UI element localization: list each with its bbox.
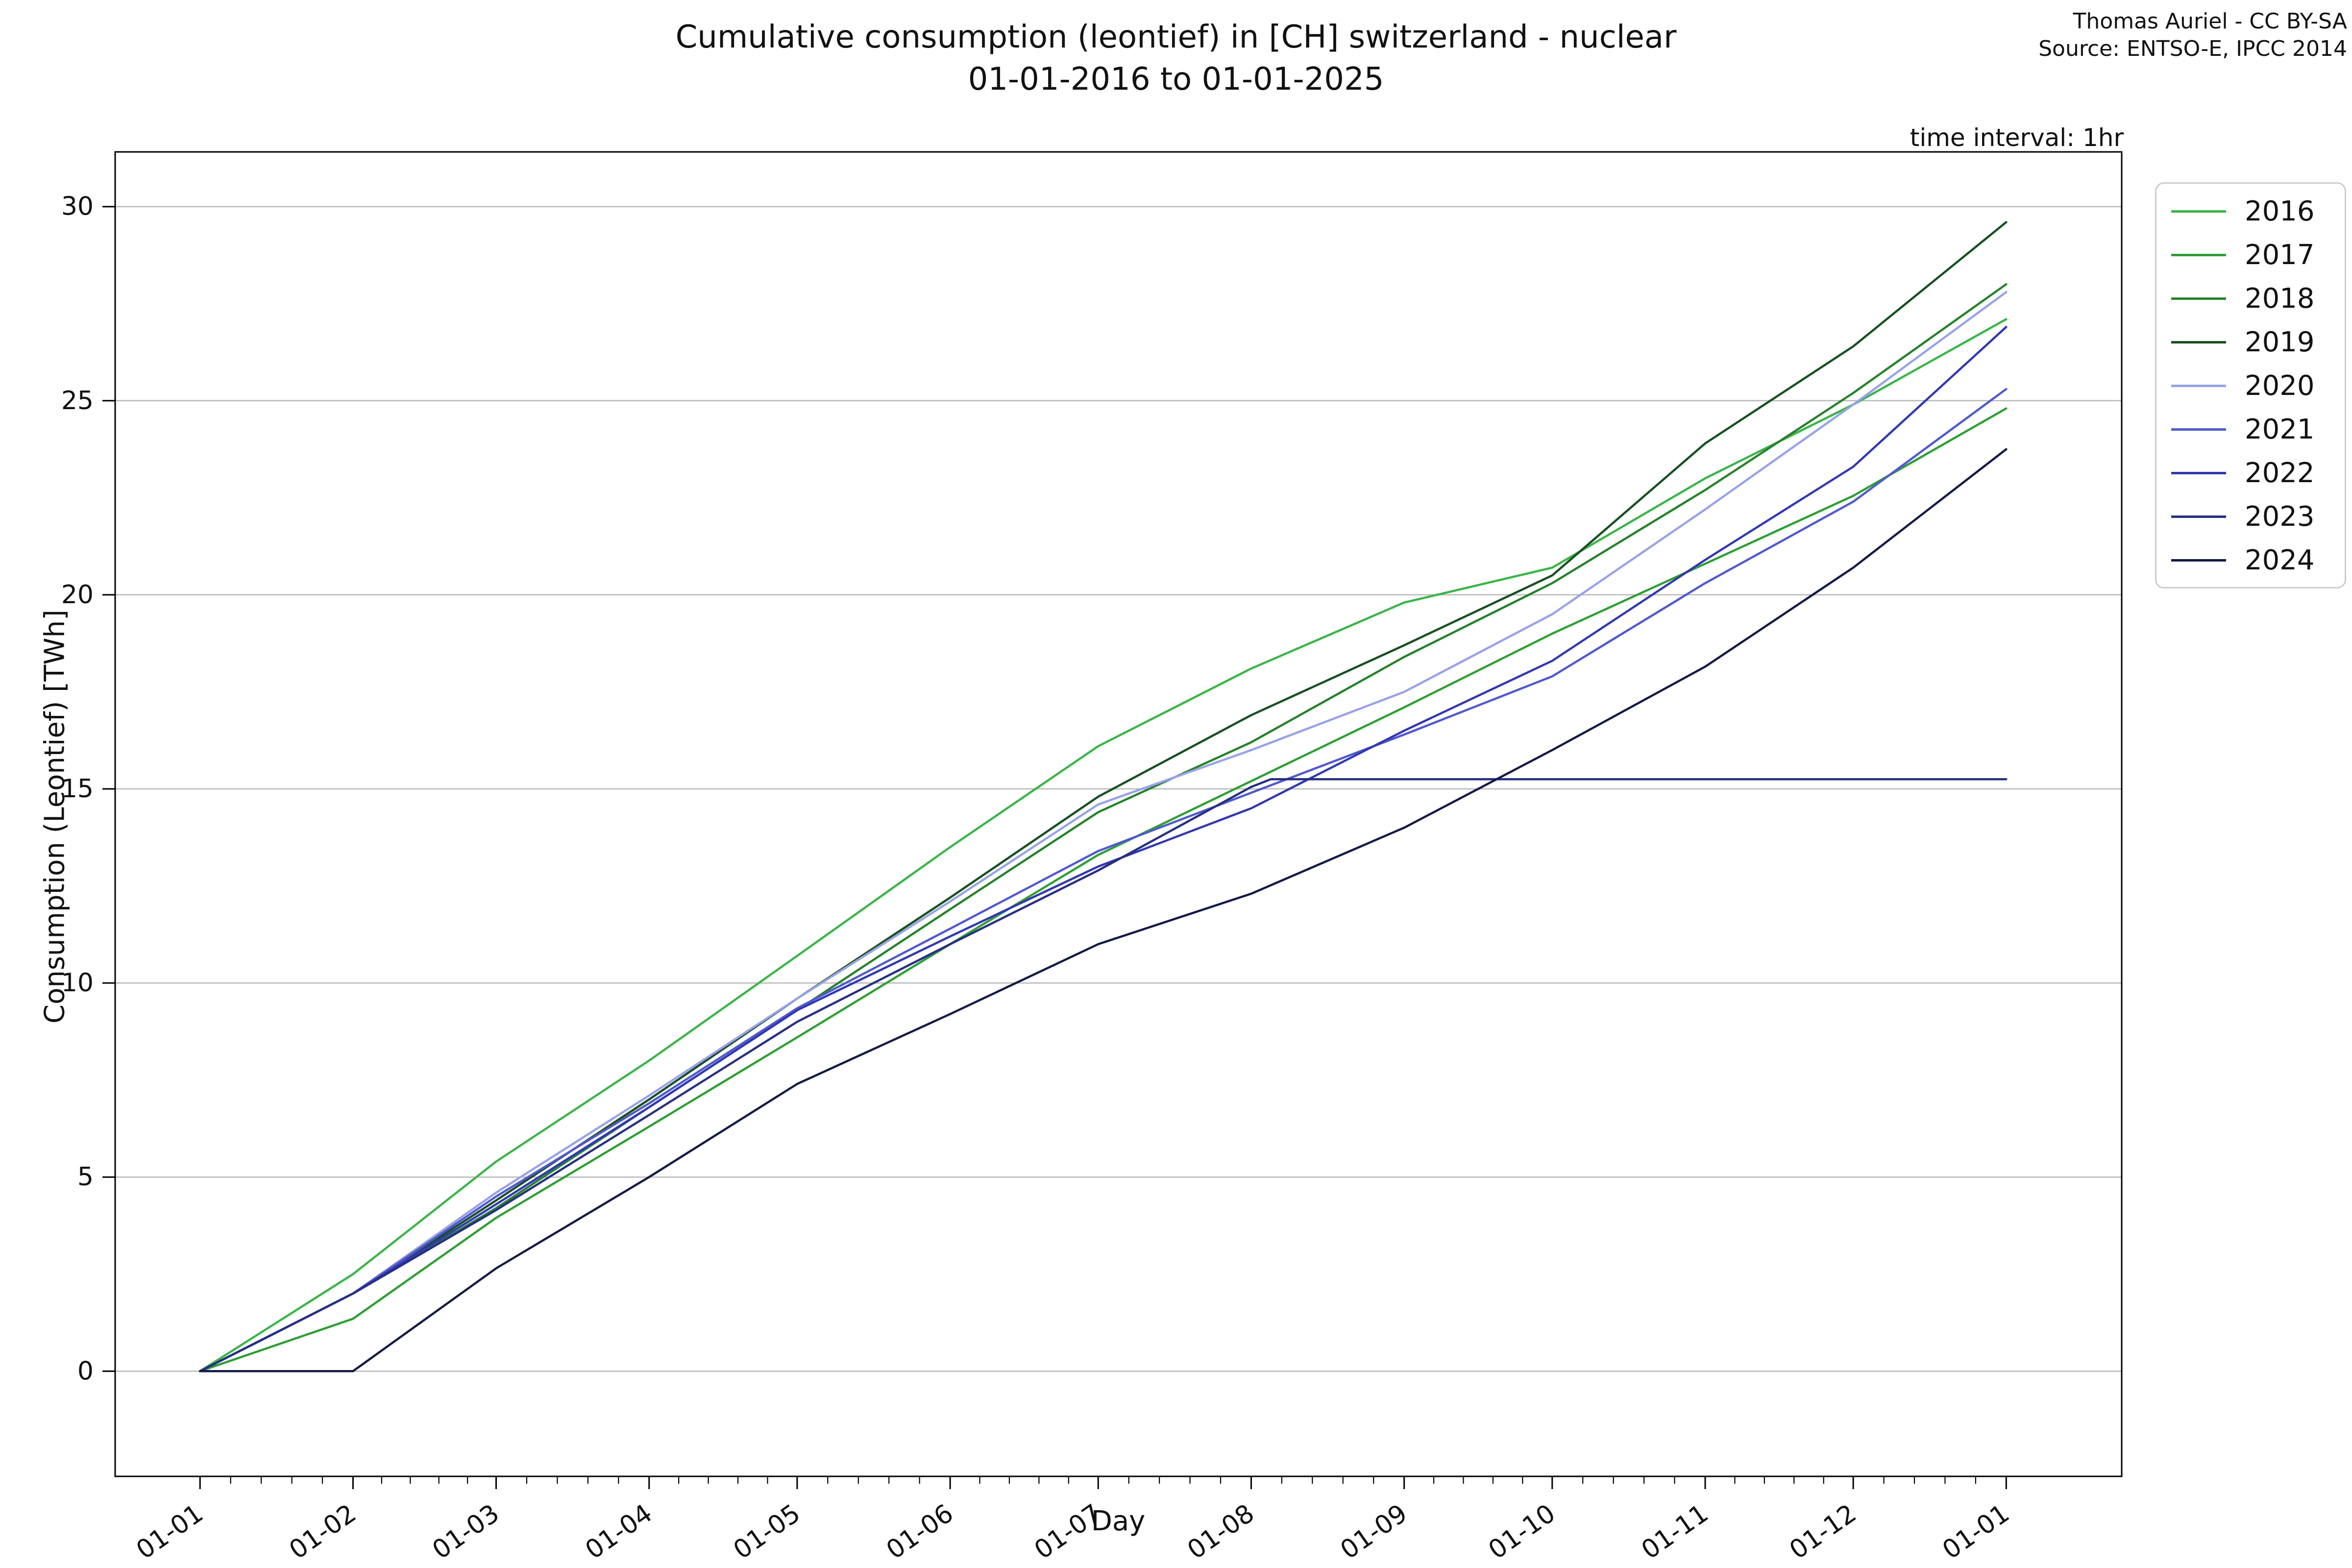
x-tick-label-10: 01-11	[1636, 1498, 1714, 1565]
legend: 2016 2017 2018 2019 2020 2021 2022 2023 2024	[2155, 182, 2346, 588]
legend-item-2017: 2017	[2156, 233, 2345, 277]
legend-label-2020: 2020	[2245, 370, 2315, 402]
legend-item-2021: 2021	[2156, 408, 2345, 451]
axes-spines	[114, 151, 2123, 1477]
series-line-2018	[198, 283, 2008, 1372]
legend-label-2021: 2021	[2245, 414, 2315, 445]
legend-label-2017: 2017	[2245, 239, 2315, 271]
legend-item-2022: 2022	[2156, 451, 2345, 495]
attribution: Thomas Auriel - CC BY-SA Source: ENTSO-E…	[2038, 8, 2347, 63]
legend-item-2024: 2024	[2156, 539, 2345, 582]
series-line-2021	[198, 388, 2008, 1372]
x-tick-label-3: 01-04	[580, 1498, 658, 1565]
legend-swatch-2016	[2171, 210, 2226, 213]
legend-swatch-2017	[2171, 254, 2226, 256]
legend-swatch-2020	[2171, 385, 2226, 387]
legend-swatch-2021	[2171, 428, 2226, 431]
legend-item-2019: 2019	[2156, 320, 2345, 364]
legend-label-2023: 2023	[2245, 501, 2315, 533]
y-tick-label-30: 30	[61, 192, 94, 221]
time-interval-annotation: time interval: 1hr	[1910, 123, 2124, 152]
x-tick-label-6: 01-07	[1029, 1498, 1106, 1565]
legend-label-2022: 2022	[2245, 457, 2315, 489]
y-tick-label-5: 5	[77, 1162, 94, 1192]
chart-title-line1: Cumulative consumption (leontief) in [CH…	[675, 19, 1677, 55]
y-tick-label-0: 0	[77, 1356, 94, 1386]
legend-label-2019: 2019	[2245, 326, 2315, 358]
legend-label-2024: 2024	[2245, 544, 2315, 576]
x-tick-label-8: 01-09	[1335, 1498, 1413, 1565]
chart-title-line2: 01-01-2016 to 01-01-2025	[968, 61, 1384, 98]
attribution-source: Source: ENTSO-E, IPCC 2014	[2038, 36, 2347, 61]
x-tick-label-2: 01-03	[427, 1498, 505, 1565]
legend-swatch-2022	[2171, 472, 2226, 474]
legend-swatch-2018	[2171, 297, 2226, 300]
y-tick-label-25: 25	[61, 386, 94, 416]
x-tick-label-12: 01-01	[1937, 1498, 2015, 1565]
attribution-author: Thomas Auriel - CC BY-SA	[2073, 9, 2347, 34]
x-tick-label-9: 01-10	[1483, 1498, 1561, 1565]
chart-title: Cumulative consumption (leontief) in [CH…	[0, 17, 2352, 101]
legend-swatch-2024	[2171, 559, 2226, 562]
series-line-2022	[198, 326, 2008, 1372]
series-line-2020	[198, 291, 2008, 1372]
y-tick-label-20: 20	[61, 580, 94, 610]
y-tick-label-15: 15	[61, 774, 94, 804]
legend-label-2018: 2018	[2245, 283, 2315, 315]
x-tick-label-11: 01-12	[1784, 1498, 1862, 1565]
x-tick-label-7: 01-08	[1182, 1498, 1260, 1565]
x-axis-label: Day	[1091, 1505, 1146, 1537]
series-line-2017	[198, 407, 2008, 1372]
x-tick-label-4: 01-05	[728, 1498, 806, 1565]
x-tick-label-1: 01-02	[284, 1498, 362, 1565]
series-line-2016	[198, 318, 2008, 1372]
legend-swatch-2019	[2171, 341, 2226, 343]
legend-item-2023: 2023	[2156, 495, 2345, 539]
legend-item-2016: 2016	[2156, 190, 2345, 233]
legend-item-2018: 2018	[2156, 277, 2345, 320]
legend-item-2020: 2020	[2156, 364, 2345, 408]
series-line-2024	[198, 448, 2008, 1372]
y-tick-label-10: 10	[61, 968, 94, 998]
legend-swatch-2023	[2171, 515, 2226, 518]
series-line-2023	[198, 778, 2008, 1372]
series-line-2019	[198, 221, 2008, 1372]
x-tick-label-5: 01-06	[881, 1498, 958, 1565]
x-tick-label-0: 01-01	[131, 1498, 208, 1565]
legend-label-2016: 2016	[2245, 196, 2315, 227]
